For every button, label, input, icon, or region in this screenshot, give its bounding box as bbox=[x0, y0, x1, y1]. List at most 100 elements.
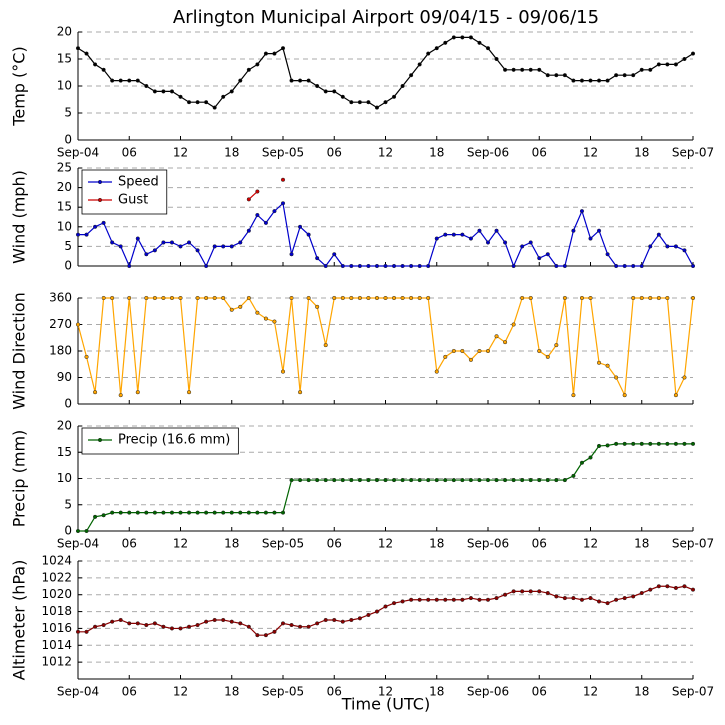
data-point bbox=[144, 252, 149, 257]
y-tick-label: 5 bbox=[64, 497, 72, 511]
data-point bbox=[289, 478, 294, 483]
series-line bbox=[78, 443, 693, 532]
y-tick-label: 15 bbox=[57, 200, 72, 214]
data-point bbox=[409, 263, 414, 269]
data-point bbox=[537, 348, 542, 354]
data-point bbox=[485, 597, 491, 602]
data-point bbox=[186, 624, 192, 629]
y-tick-label: 1020 bbox=[41, 587, 72, 601]
data-point bbox=[280, 177, 286, 182]
data-point bbox=[554, 343, 559, 348]
data-point bbox=[169, 626, 175, 631]
chart-title: Arlington Municipal Airport 09/04/15 - 0… bbox=[173, 7, 599, 28]
x-tick-label: 06 bbox=[532, 685, 547, 699]
x-tick-label: Sep-06 bbox=[467, 685, 509, 699]
data-point bbox=[152, 510, 157, 515]
data-point bbox=[528, 295, 533, 301]
data-point bbox=[579, 295, 585, 301]
y-tick-label: 10 bbox=[57, 79, 72, 93]
data-point bbox=[204, 619, 209, 624]
data-point bbox=[511, 67, 516, 72]
data-point bbox=[255, 62, 260, 67]
data-point bbox=[614, 597, 619, 602]
x-tick-label: 12 bbox=[378, 537, 393, 551]
data-point bbox=[639, 263, 644, 269]
data-point bbox=[229, 510, 234, 515]
data-point bbox=[135, 510, 140, 515]
data-point bbox=[272, 319, 277, 324]
data-point bbox=[588, 295, 593, 301]
data-point bbox=[639, 67, 644, 72]
y-axis-label: Wind (mph) bbox=[10, 170, 29, 264]
data-point bbox=[417, 597, 422, 602]
data-point bbox=[110, 510, 115, 515]
data-point bbox=[221, 510, 226, 515]
data-point bbox=[485, 46, 491, 51]
data-point bbox=[528, 589, 533, 594]
y-tick-label: 270 bbox=[49, 317, 72, 331]
data-point bbox=[280, 46, 286, 51]
data-point bbox=[357, 616, 362, 621]
data-point bbox=[263, 51, 268, 56]
data-point bbox=[383, 100, 388, 105]
data-point bbox=[588, 78, 593, 83]
y-tick-label: 5 bbox=[64, 239, 72, 253]
data-point bbox=[673, 244, 678, 249]
data-point bbox=[451, 35, 456, 40]
data-point bbox=[357, 100, 362, 105]
data-point bbox=[152, 248, 157, 253]
data-point bbox=[169, 240, 175, 245]
data-point bbox=[622, 73, 627, 78]
data-point bbox=[366, 612, 371, 617]
y-tick-label: 10 bbox=[57, 219, 72, 233]
data-point bbox=[161, 624, 166, 629]
data-point bbox=[374, 478, 380, 483]
y-tick-label: 15 bbox=[57, 52, 72, 66]
x-tick-label: 06 bbox=[327, 537, 342, 551]
data-point bbox=[571, 228, 576, 233]
data-point bbox=[528, 478, 533, 483]
data-point bbox=[596, 228, 602, 233]
y-tick-label: 10 bbox=[57, 471, 72, 485]
data-point bbox=[246, 510, 251, 515]
data-point bbox=[690, 263, 696, 269]
data-point bbox=[409, 73, 414, 78]
data-point bbox=[579, 460, 585, 465]
data-point bbox=[400, 263, 405, 269]
data-point bbox=[323, 263, 328, 269]
data-point bbox=[178, 626, 183, 631]
data-point bbox=[528, 67, 533, 72]
data-point bbox=[443, 232, 448, 237]
data-point bbox=[195, 248, 200, 253]
data-point bbox=[571, 473, 576, 478]
data-point bbox=[614, 263, 619, 269]
y-tick-label: 5 bbox=[64, 106, 72, 120]
data-point bbox=[323, 89, 328, 94]
data-point bbox=[186, 510, 192, 515]
x-tick-label: 12 bbox=[173, 146, 188, 160]
data-point bbox=[255, 310, 260, 315]
data-point bbox=[605, 252, 610, 257]
data-point bbox=[374, 295, 380, 301]
x-tick-label: 06 bbox=[532, 537, 547, 551]
data-point bbox=[665, 295, 670, 301]
data-point bbox=[579, 209, 585, 214]
data-point bbox=[511, 589, 516, 594]
data-point bbox=[665, 441, 670, 446]
x-axis-label: Time (UTC) bbox=[341, 695, 430, 714]
data-point bbox=[349, 617, 354, 623]
data-point bbox=[340, 263, 345, 269]
data-point bbox=[409, 295, 414, 301]
data-point bbox=[84, 629, 89, 634]
data-point bbox=[135, 78, 140, 83]
y-tick-label: 1024 bbox=[41, 554, 72, 568]
data-point bbox=[306, 295, 311, 301]
data-point bbox=[596, 78, 602, 83]
data-point bbox=[84, 232, 89, 237]
data-point bbox=[101, 623, 106, 628]
data-point bbox=[656, 584, 661, 589]
data-point bbox=[648, 244, 653, 249]
data-point bbox=[537, 478, 542, 483]
data-point bbox=[571, 596, 576, 601]
data-point bbox=[255, 189, 260, 194]
